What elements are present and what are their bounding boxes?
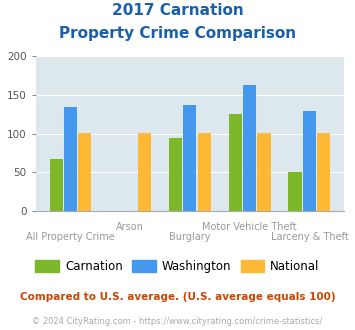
Bar: [257, 133, 271, 211]
Bar: [183, 105, 197, 211]
Bar: [243, 85, 256, 211]
Bar: [169, 138, 182, 211]
Text: All Property Crime: All Property Crime: [26, 232, 115, 242]
Text: Larceny & Theft: Larceny & Theft: [271, 232, 348, 242]
Text: Arson: Arson: [116, 222, 144, 232]
Bar: [289, 172, 302, 211]
Bar: [229, 114, 242, 211]
Text: 2017 Carnation: 2017 Carnation: [111, 3, 244, 18]
Bar: [138, 133, 151, 211]
Bar: [303, 111, 316, 211]
Text: Motor Vehicle Theft: Motor Vehicle Theft: [202, 222, 297, 232]
Bar: [198, 133, 211, 211]
Legend: Carnation, Washington, National: Carnation, Washington, National: [31, 255, 324, 278]
Bar: [317, 133, 330, 211]
Bar: [50, 159, 63, 211]
Bar: [78, 133, 91, 211]
Bar: [64, 107, 77, 211]
Text: Burglary: Burglary: [169, 232, 211, 242]
Text: Property Crime Comparison: Property Crime Comparison: [59, 26, 296, 41]
Text: © 2024 CityRating.com - https://www.cityrating.com/crime-statistics/: © 2024 CityRating.com - https://www.city…: [32, 317, 323, 326]
Text: Compared to U.S. average. (U.S. average equals 100): Compared to U.S. average. (U.S. average …: [20, 292, 335, 302]
